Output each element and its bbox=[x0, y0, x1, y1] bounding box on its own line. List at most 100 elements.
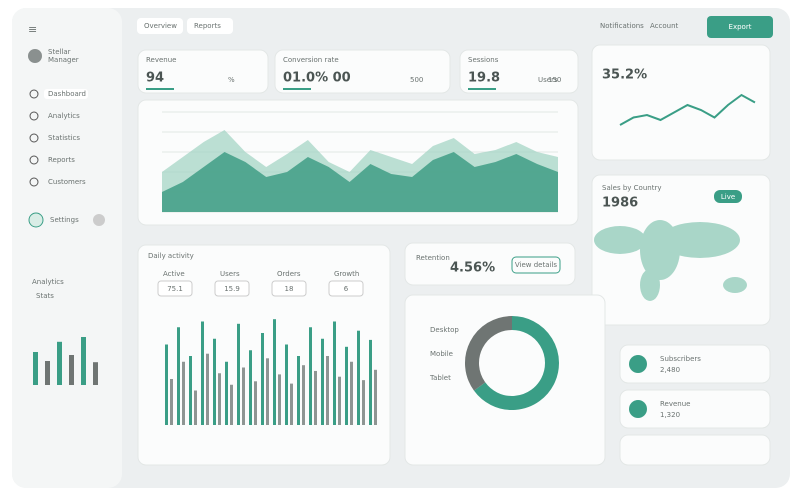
bar bbox=[326, 356, 329, 425]
card bbox=[591, 44, 771, 161]
bar bbox=[302, 365, 305, 425]
label: Orders bbox=[277, 270, 301, 278]
map-region bbox=[640, 269, 660, 301]
stat-unit: % bbox=[228, 76, 235, 84]
bar bbox=[273, 319, 276, 425]
label: Settings bbox=[50, 216, 79, 224]
button[interactable] bbox=[511, 256, 561, 274]
line-title: 35.2% bbox=[602, 68, 647, 83]
bar bbox=[237, 323, 240, 425]
map-region bbox=[723, 277, 747, 293]
kpi-box bbox=[328, 280, 364, 297]
avatar-small bbox=[93, 214, 105, 226]
bar bbox=[230, 384, 233, 425]
label: Sales by Country bbox=[602, 184, 661, 192]
bar bbox=[338, 376, 341, 425]
mini-icon bbox=[629, 400, 647, 418]
label: Sessions bbox=[468, 56, 499, 64]
tab-label: Overview bbox=[144, 22, 177, 30]
underline bbox=[146, 88, 174, 90]
bar bbox=[357, 330, 360, 425]
menu-item: Dashboard bbox=[48, 90, 86, 98]
button-label: Export bbox=[729, 23, 752, 31]
label: Daily activity bbox=[148, 252, 194, 260]
tab[interactable] bbox=[137, 18, 183, 34]
label: Analytics bbox=[32, 278, 64, 286]
underline bbox=[283, 88, 311, 90]
bar bbox=[266, 358, 269, 425]
side-bar bbox=[33, 352, 38, 385]
label: Subscribers bbox=[660, 355, 701, 363]
menu-icon bbox=[29, 177, 39, 187]
avatar bbox=[28, 49, 42, 63]
mini-value: 1,320 bbox=[660, 411, 680, 419]
bar bbox=[309, 327, 312, 425]
map-value: 1986 bbox=[602, 196, 638, 211]
side-bar bbox=[69, 355, 74, 385]
stat-value: 19.8 bbox=[468, 71, 500, 86]
label: Conversion rate bbox=[283, 56, 339, 64]
card bbox=[274, 49, 451, 94]
map-region bbox=[660, 222, 740, 258]
line bbox=[619, 93, 756, 126]
menu-active[interactable] bbox=[44, 89, 88, 99]
stat-unit: 500 bbox=[410, 76, 423, 84]
top-link: Account bbox=[650, 22, 679, 30]
bar bbox=[362, 380, 365, 425]
side-bar bbox=[81, 337, 86, 385]
card bbox=[619, 434, 771, 466]
card bbox=[404, 242, 576, 286]
kpi-value: 18 bbox=[285, 285, 294, 293]
menu-item: Customers bbox=[48, 178, 86, 186]
label: Revenue bbox=[660, 400, 691, 408]
bar bbox=[249, 350, 252, 425]
card bbox=[404, 294, 606, 466]
label: Stats bbox=[36, 292, 54, 300]
kpi-value: 15.9 bbox=[224, 285, 240, 293]
bar bbox=[278, 374, 281, 425]
tab[interactable] bbox=[187, 18, 233, 34]
bar bbox=[206, 353, 209, 425]
bar bbox=[242, 367, 245, 425]
sidebar bbox=[12, 8, 122, 488]
bar bbox=[225, 361, 228, 425]
bar bbox=[194, 390, 197, 425]
mini-icon bbox=[629, 355, 647, 373]
card bbox=[137, 49, 269, 94]
badge bbox=[714, 190, 742, 203]
bar bbox=[189, 356, 192, 425]
bar bbox=[369, 339, 372, 425]
label: Active bbox=[163, 270, 185, 278]
card bbox=[619, 344, 771, 384]
menu-icon bbox=[29, 155, 39, 165]
label: Users bbox=[220, 270, 240, 278]
bar bbox=[218, 373, 221, 425]
side-bar bbox=[93, 362, 98, 385]
menu-icon bbox=[29, 133, 39, 143]
stat-value: 94 bbox=[146, 71, 164, 86]
donut-slice bbox=[465, 316, 513, 391]
label: Stellar bbox=[48, 48, 71, 56]
menu-item: Statistics bbox=[48, 134, 80, 142]
bar bbox=[314, 370, 317, 425]
mini-value: 2,480 bbox=[660, 366, 680, 374]
label: Manager bbox=[48, 56, 79, 64]
bar bbox=[213, 338, 216, 425]
menu-item: Analytics bbox=[48, 112, 80, 120]
kpi-value: 6 bbox=[344, 285, 349, 293]
menu-icon bbox=[29, 89, 39, 99]
card bbox=[459, 49, 579, 94]
toggle[interactable] bbox=[28, 212, 44, 228]
card bbox=[619, 389, 771, 429]
bar bbox=[290, 383, 293, 425]
kpi-box bbox=[271, 280, 307, 297]
label: Retention bbox=[416, 254, 450, 262]
export-button[interactable] bbox=[707, 16, 773, 38]
stat-tag: 150 bbox=[548, 76, 561, 84]
bar bbox=[321, 338, 324, 425]
top-link: Notifications bbox=[600, 22, 644, 30]
bar bbox=[285, 344, 288, 425]
bar bbox=[261, 333, 264, 425]
side-bar bbox=[45, 361, 50, 385]
